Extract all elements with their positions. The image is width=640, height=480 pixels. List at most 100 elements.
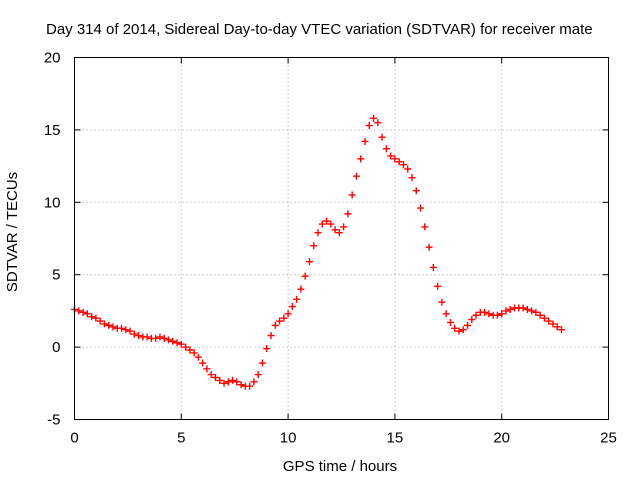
- data-point: [553, 323, 561, 331]
- data-point: [455, 327, 463, 335]
- data-point: [545, 317, 553, 325]
- data-point: [399, 161, 407, 169]
- data-point: [485, 310, 493, 318]
- data-point: [318, 220, 326, 228]
- data-point: [288, 303, 296, 311]
- x-tick-label: 5: [177, 430, 185, 447]
- data-point: [258, 359, 266, 367]
- data-point: [152, 334, 160, 342]
- data-point: [549, 320, 557, 328]
- data-point: [451, 324, 459, 332]
- data-point: [352, 172, 360, 180]
- data-point: [412, 187, 420, 195]
- data-point: [220, 379, 228, 387]
- data-point: [506, 305, 514, 313]
- x-tick-label: 10: [280, 430, 297, 447]
- data-point: [117, 324, 125, 332]
- data-point: [186, 346, 194, 354]
- data-point: [250, 378, 258, 386]
- data-point: [434, 282, 442, 290]
- data-point: [523, 305, 531, 313]
- data-point: [493, 311, 501, 319]
- axis-ticks: 0 5 10 15 20 25 -5 0 5 10 15 20: [44, 50, 617, 447]
- data-point: [464, 321, 472, 329]
- data-point: [532, 308, 540, 316]
- data-point: [446, 318, 454, 326]
- data-point: [378, 133, 386, 141]
- plot-frame: [74, 57, 609, 420]
- y-tick-label: 20: [44, 50, 61, 67]
- data-point: [340, 223, 348, 231]
- data-point: [164, 336, 172, 344]
- data-point: [528, 307, 536, 315]
- data-point: [421, 223, 429, 231]
- data-point: [459, 326, 467, 334]
- data-point: [160, 334, 168, 342]
- y-axis-label: SDTVAR / TECUs: [4, 172, 21, 292]
- data-point: [190, 349, 198, 357]
- data-point: [472, 311, 480, 319]
- data-point: [374, 119, 382, 127]
- data-point: [425, 243, 433, 251]
- data-point: [211, 374, 219, 382]
- data-point: [271, 321, 279, 329]
- data-point: [348, 191, 356, 199]
- data-point: [75, 307, 83, 315]
- data-point: [540, 314, 548, 322]
- data-point: [143, 333, 151, 341]
- data-point: [468, 316, 476, 324]
- data-point: [194, 353, 202, 361]
- data-point: [233, 378, 241, 386]
- data-point: [481, 308, 489, 316]
- data-point: [280, 314, 288, 322]
- data-point: [224, 378, 232, 386]
- data-point: [323, 217, 331, 225]
- data-point: [519, 304, 527, 312]
- data-point: [536, 311, 544, 319]
- data-point: [293, 295, 301, 303]
- data-point: [361, 137, 369, 145]
- data-point: [237, 381, 245, 389]
- y-tick-label: -5: [47, 412, 60, 429]
- data-point: [558, 326, 566, 334]
- data-point: [96, 317, 104, 325]
- data-point: [391, 155, 399, 163]
- data-point: [105, 321, 113, 329]
- data-point: [135, 332, 143, 340]
- y-tick-label: 5: [52, 267, 60, 284]
- y-tick-label: 0: [52, 339, 60, 356]
- data-points: [71, 114, 566, 390]
- data-point: [122, 326, 130, 334]
- data-point: [357, 155, 365, 163]
- data-point: [182, 343, 190, 351]
- data-point: [83, 310, 91, 318]
- data-point: [246, 382, 254, 390]
- data-point: [365, 122, 373, 130]
- data-point: [310, 242, 318, 250]
- data-point: [438, 298, 446, 306]
- data-point: [207, 371, 215, 379]
- data-point: [100, 320, 108, 328]
- data-point: [173, 339, 181, 347]
- data-point: [169, 337, 177, 345]
- data-point: [429, 263, 437, 271]
- data-point: [216, 376, 224, 384]
- data-point: [417, 204, 425, 212]
- data-point: [88, 313, 96, 321]
- y-tick-label: 10: [44, 194, 61, 211]
- data-point: [370, 114, 378, 122]
- data-point: [126, 327, 134, 335]
- data-point: [284, 310, 292, 318]
- data-point: [276, 317, 284, 325]
- data-point: [92, 314, 100, 322]
- data-point: [267, 332, 275, 340]
- x-tick-label: 25: [600, 430, 617, 447]
- data-point: [395, 158, 403, 166]
- chart-title: Day 314 of 2014, Sidereal Day-to-day VTE…: [46, 21, 593, 38]
- grid: [74, 57, 609, 420]
- data-point: [297, 285, 305, 293]
- data-point: [498, 310, 506, 318]
- data-point: [229, 376, 237, 384]
- data-point: [203, 365, 211, 373]
